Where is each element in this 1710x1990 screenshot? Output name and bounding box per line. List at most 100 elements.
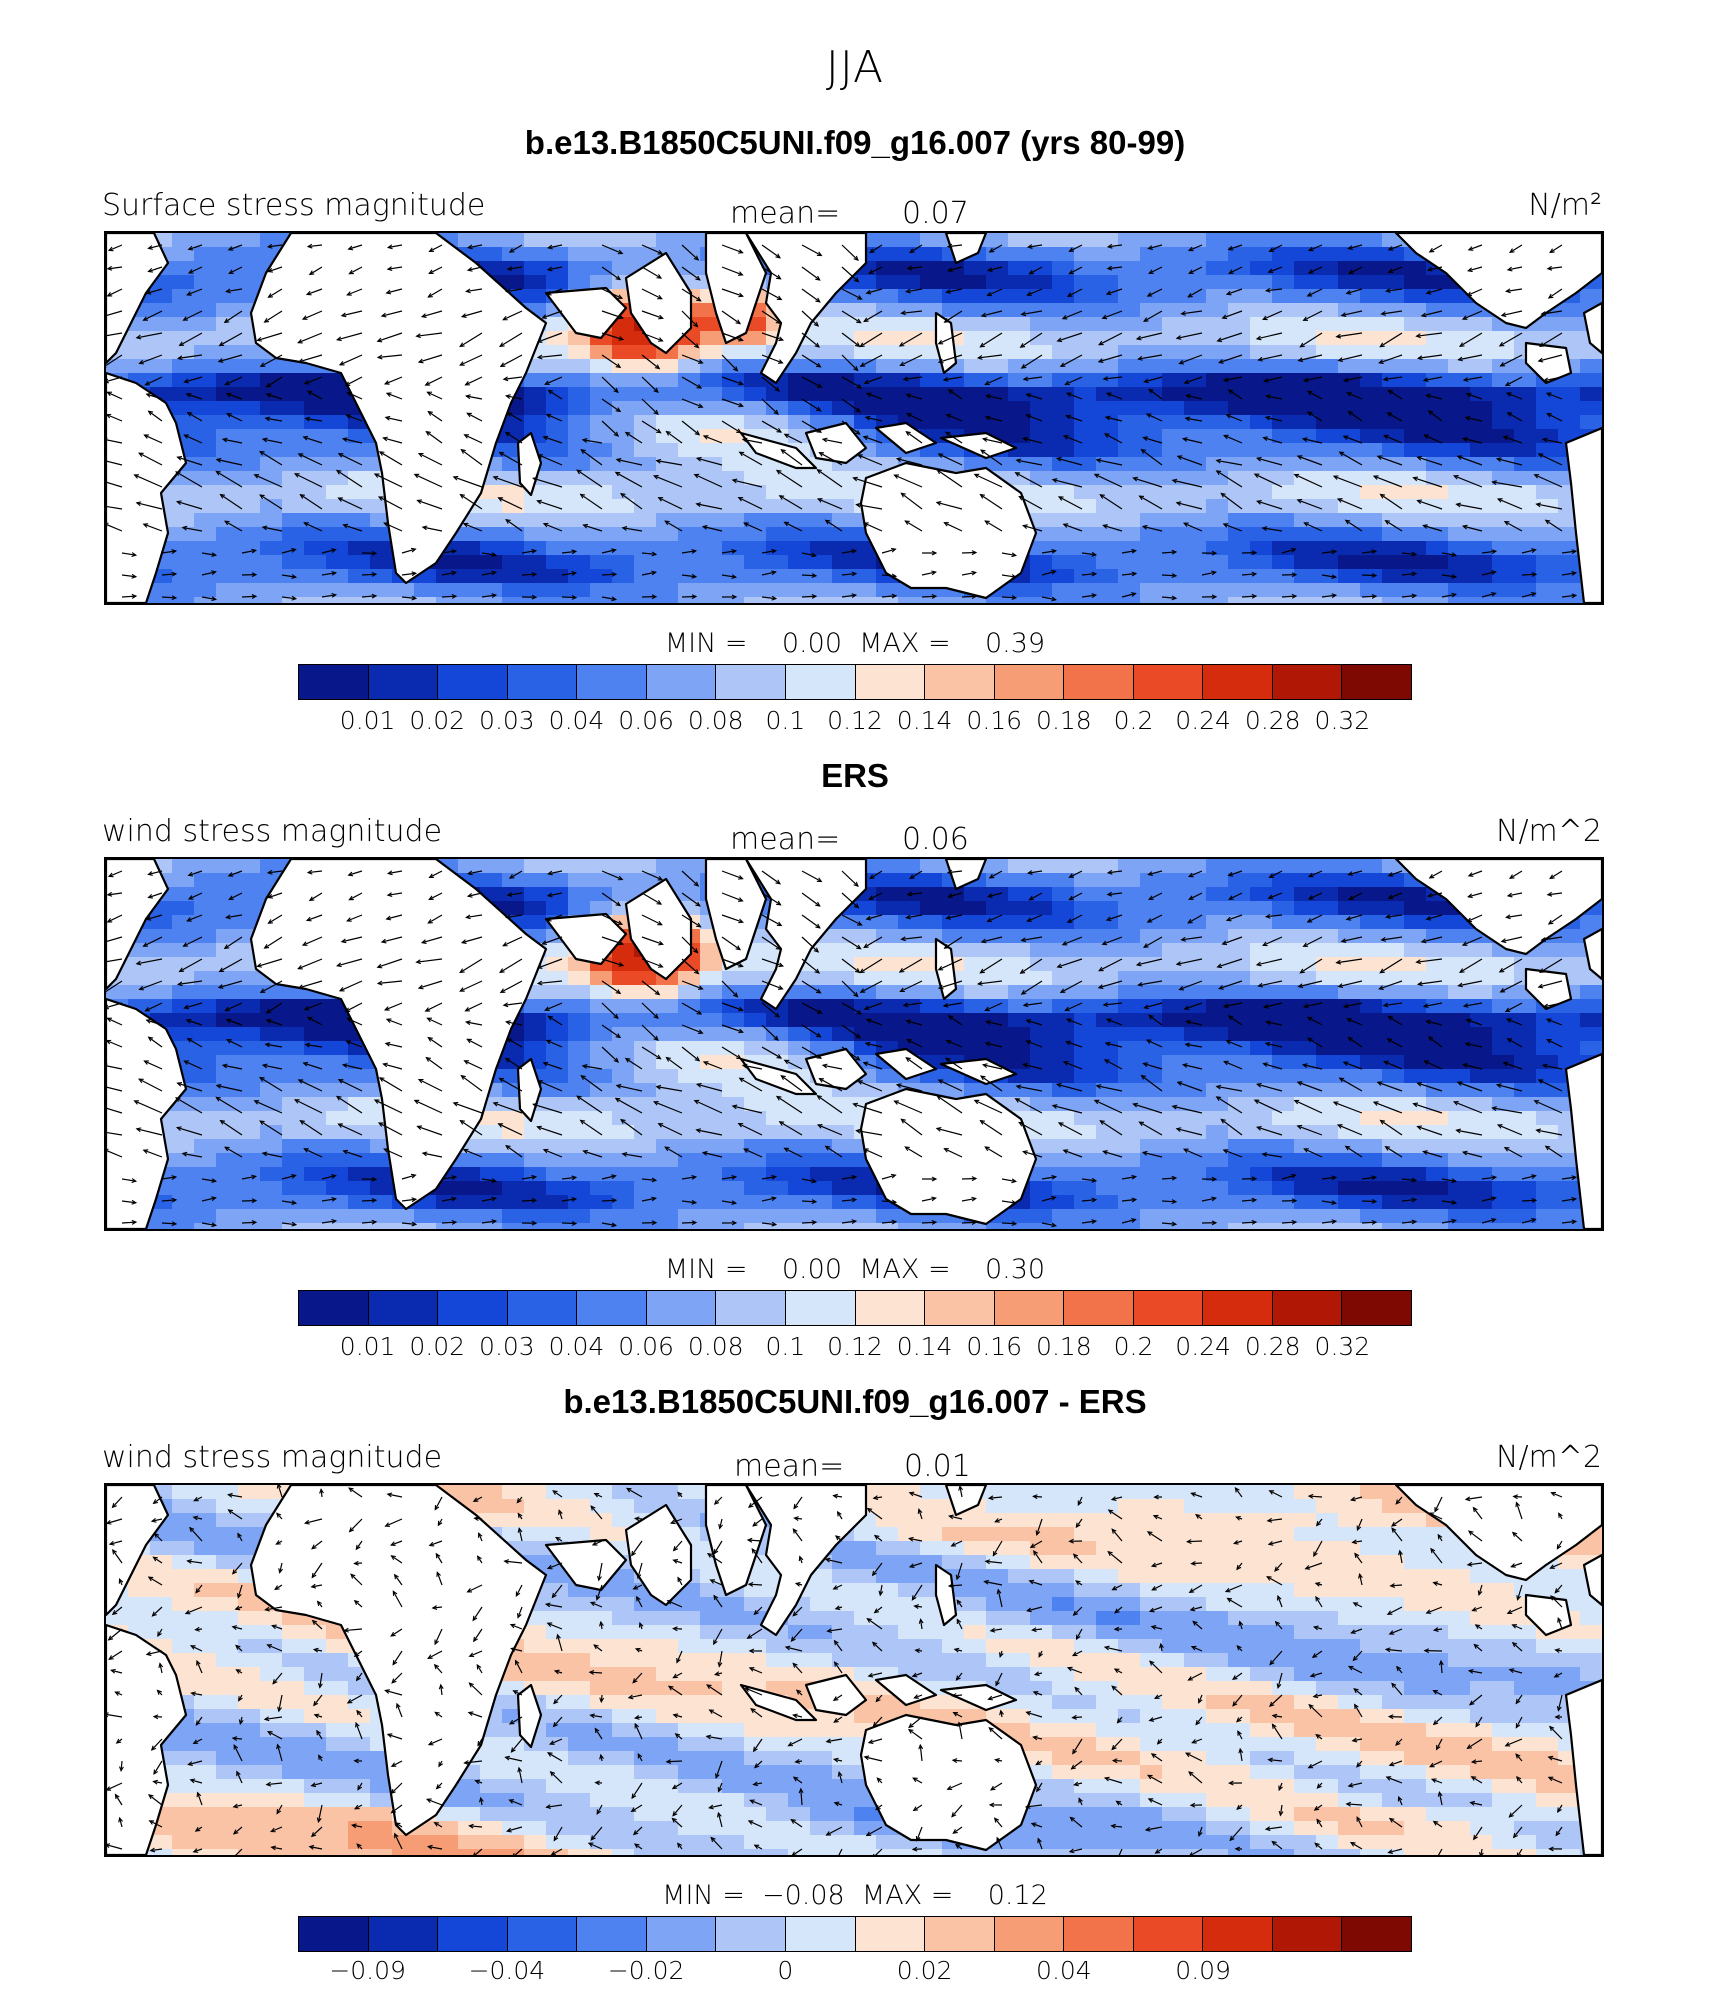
colorbar-tick-label: 0.2 bbox=[1114, 1332, 1154, 1361]
panel-2-variable-label: wind stress magnitude bbox=[102, 814, 442, 849]
colorbar-swatch bbox=[1273, 665, 1343, 699]
colorbar-tick-label: 0.32 bbox=[1315, 706, 1371, 735]
colorbar-swatch bbox=[508, 1917, 578, 1951]
colorbar-tick-label: 0.14 bbox=[897, 706, 953, 735]
colorbar-swatch bbox=[577, 665, 647, 699]
colorbar-swatch bbox=[786, 1917, 856, 1951]
panel-1-mean-value: 0.07 bbox=[902, 196, 969, 231]
colorbar-swatch bbox=[577, 1291, 647, 1325]
panel-1-mean-label: mean= bbox=[730, 196, 840, 231]
colorbar-tick-label: 0.06 bbox=[618, 706, 674, 735]
colorbar-swatch bbox=[995, 665, 1065, 699]
colorbar-swatch bbox=[856, 1291, 926, 1325]
colorbar-swatch bbox=[1342, 665, 1411, 699]
colorbar-tick-label: 0.12 bbox=[827, 1332, 883, 1361]
panel-3-units: N/m^2 bbox=[1496, 1440, 1602, 1475]
colorbar-swatch bbox=[647, 1917, 717, 1951]
panel-2-title: ERS bbox=[0, 757, 1710, 795]
colorbar-tick-label: 0.04 bbox=[549, 706, 605, 735]
colorbar-swatch bbox=[299, 1291, 369, 1325]
colorbar-swatch bbox=[1203, 1917, 1273, 1951]
colorbar-tick-label: 0.09 bbox=[1175, 1956, 1231, 1985]
figure-title: JJA bbox=[0, 42, 1710, 93]
colorbar-swatch bbox=[716, 1917, 786, 1951]
colorbar-swatch bbox=[369, 665, 439, 699]
colorbar-tick-label: 0.04 bbox=[1036, 1956, 1092, 1985]
colorbar-tick-label: 0.28 bbox=[1245, 1332, 1301, 1361]
colorbar-tick-label: 0.2 bbox=[1114, 706, 1154, 735]
colorbar-swatch bbox=[647, 665, 717, 699]
colorbar-tick-label: 0.14 bbox=[897, 1332, 953, 1361]
colorbar-swatch bbox=[299, 665, 369, 699]
colorbar-tick-label: 0.32 bbox=[1315, 1332, 1371, 1361]
colorbar-tick-label: 0.12 bbox=[827, 706, 883, 735]
panel-1-title: b.e13.B1850C5UNI.f09_g16.007 (yrs 80-99) bbox=[0, 124, 1710, 162]
panel-2-map bbox=[104, 857, 1604, 1231]
colorbar-swatch bbox=[508, 1291, 578, 1325]
colorbar-swatch bbox=[1273, 1917, 1343, 1951]
colorbar-tick-label: 0.08 bbox=[688, 1332, 744, 1361]
panel-2-units: N/m^2 bbox=[1496, 814, 1602, 849]
colorbar-tick-label: 0.06 bbox=[618, 1332, 674, 1361]
panel-1-units: N/m² bbox=[1528, 188, 1602, 223]
colorbar-tick-label: 0.1 bbox=[765, 1332, 805, 1361]
colorbar-swatch bbox=[1203, 665, 1273, 699]
colorbar-tick-label: 0.18 bbox=[1036, 706, 1092, 735]
colorbar-swatch bbox=[1064, 665, 1134, 699]
panel-3-title: b.e13.B1850C5UNI.f09_g16.007 - ERS bbox=[0, 1383, 1710, 1421]
colorbar-swatch bbox=[925, 1917, 995, 1951]
colorbar-swatch bbox=[925, 1291, 995, 1325]
panel-2-min-max: MIN = 0.00 MAX = 0.30 bbox=[0, 1254, 1710, 1285]
colorbar-swatch bbox=[438, 665, 508, 699]
colorbar-swatch bbox=[1273, 1291, 1343, 1325]
colorbar-swatch bbox=[647, 1291, 717, 1325]
colorbar-tick-label: 0.01 bbox=[340, 1332, 396, 1361]
colorbar-tick-label: 0.02 bbox=[409, 1332, 465, 1361]
colorbar-tick-label: 0.02 bbox=[897, 1956, 953, 1985]
colorbar-tick-label: −0.09 bbox=[329, 1956, 406, 1985]
colorbar-swatch bbox=[925, 665, 995, 699]
colorbar-swatch bbox=[577, 1917, 647, 1951]
colorbar-tick-label: 0.24 bbox=[1175, 1332, 1231, 1361]
colorbar-tick-label: 0.1 bbox=[765, 706, 805, 735]
colorbar-tick-label: 0.03 bbox=[479, 706, 535, 735]
panel-3-mean-label: mean= bbox=[734, 1449, 844, 1484]
colorbar-swatch bbox=[716, 1291, 786, 1325]
panel-2-colorbar bbox=[298, 1290, 1412, 1326]
colorbar-swatch bbox=[369, 1917, 439, 1951]
panel-2-colorbar-ticks: 0.01 0.02 0.03 0.04 0.06 0.08 0.1 0.12 0.14 0.16 0… bbox=[298, 1332, 1412, 1366]
colorbar-tick-label: −0.04 bbox=[469, 1956, 546, 1985]
colorbar-tick-label: 0 bbox=[777, 1956, 793, 1985]
colorbar-swatch bbox=[1064, 1917, 1134, 1951]
panel-3-colorbar bbox=[298, 1916, 1412, 1952]
panel-1-variable-label: Surface stress magnitude bbox=[102, 188, 485, 223]
panel-1-colorbar bbox=[298, 664, 1412, 700]
colorbar-swatch bbox=[786, 1291, 856, 1325]
colorbar-swatch bbox=[1064, 1291, 1134, 1325]
colorbar-swatch bbox=[299, 1917, 369, 1951]
colorbar-tick-label: 0.04 bbox=[549, 1332, 605, 1361]
colorbar-swatch bbox=[508, 665, 578, 699]
panel-3-map bbox=[104, 1483, 1604, 1857]
colorbar-tick-label: 0.08 bbox=[688, 706, 744, 735]
panel-3-mean-value: 0.01 bbox=[904, 1449, 971, 1484]
panel-3-variable-label: wind stress magnitude bbox=[102, 1440, 442, 1475]
colorbar-tick-label: 0.01 bbox=[340, 706, 396, 735]
colorbar-swatch bbox=[786, 665, 856, 699]
colorbar-swatch bbox=[1342, 1291, 1411, 1325]
colorbar-tick-label: 0.16 bbox=[966, 1332, 1022, 1361]
colorbar-tick-label: 0.28 bbox=[1245, 706, 1301, 735]
colorbar-swatch bbox=[995, 1917, 1065, 1951]
colorbar-tick-label: 0.03 bbox=[479, 1332, 535, 1361]
colorbar-tick-label: 0.24 bbox=[1175, 706, 1231, 735]
colorbar-swatch bbox=[1134, 1917, 1204, 1951]
panel-2-mean-label: mean= bbox=[730, 822, 840, 857]
colorbar-tick-label: 0.02 bbox=[409, 706, 465, 735]
colorbar-swatch bbox=[716, 665, 786, 699]
colorbar-swatch bbox=[1203, 1291, 1273, 1325]
panel-2-mean-value: 0.06 bbox=[902, 822, 969, 857]
colorbar-swatch bbox=[438, 1917, 508, 1951]
panel-1-map bbox=[104, 231, 1604, 605]
